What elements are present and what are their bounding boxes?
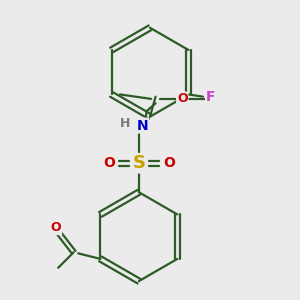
Text: O: O bbox=[103, 156, 115, 170]
Text: O: O bbox=[51, 221, 61, 234]
Text: S: S bbox=[132, 154, 146, 172]
Text: H: H bbox=[120, 117, 131, 130]
Text: N: N bbox=[136, 118, 148, 133]
Text: O: O bbox=[163, 156, 175, 170]
Text: F: F bbox=[206, 90, 215, 104]
Text: O: O bbox=[177, 92, 188, 105]
